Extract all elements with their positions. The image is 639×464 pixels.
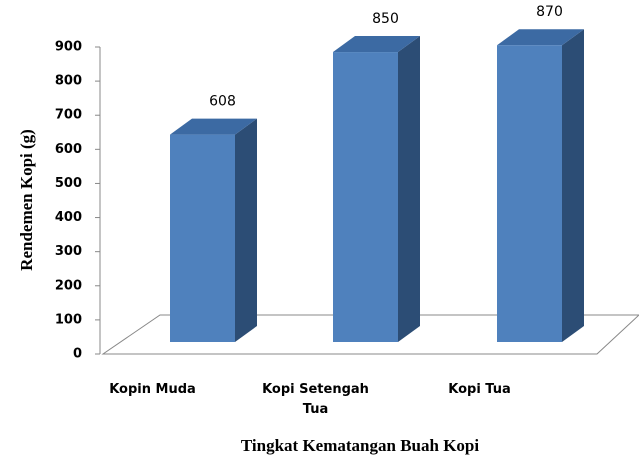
bar-top — [497, 29, 584, 46]
y-tick-label: 500 — [55, 176, 82, 191]
y-tick-label: 400 — [55, 210, 82, 225]
x-tick-label: Kopi Setengah Tua — [262, 382, 369, 417]
x-tick-label: Kopin Muda — [109, 382, 196, 397]
bar — [497, 45, 562, 342]
value-label: 850 — [372, 11, 399, 27]
x-tick-label: Kopi Tua — [448, 382, 511, 397]
value-label: 870 — [536, 4, 563, 20]
floor — [101, 314, 639, 355]
bar-top — [333, 36, 420, 53]
y-tick-label: 600 — [55, 142, 82, 157]
y-tick-label: 100 — [55, 312, 82, 327]
bar — [170, 134, 235, 342]
x-axis-label: Tingkat Kematangan Buah Kopi — [241, 436, 480, 455]
y-tick-label: 200 — [55, 278, 82, 293]
bar-side — [562, 29, 584, 342]
bar-side — [398, 36, 420, 343]
y-tick-label: 900 — [55, 40, 82, 55]
bar-side — [235, 118, 257, 342]
y-tick-label: 800 — [55, 74, 82, 89]
y-tick-label: 0 — [73, 347, 82, 362]
bar-top — [170, 118, 257, 135]
y-tick-label: 700 — [55, 108, 82, 123]
y-tick-label: 300 — [55, 244, 82, 259]
bar — [333, 52, 398, 343]
value-label: 608 — [209, 94, 236, 110]
y-axis-label: Rendemen Kopi (g) — [17, 129, 36, 271]
